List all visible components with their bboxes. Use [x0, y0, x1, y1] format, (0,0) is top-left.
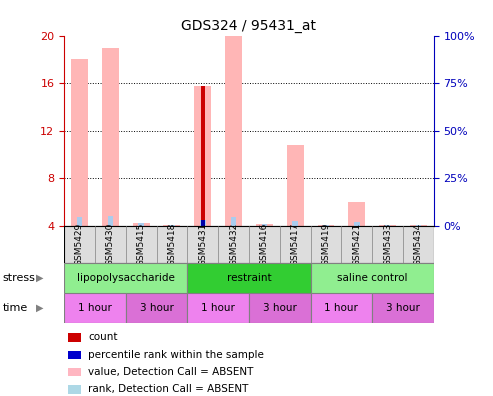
Bar — [201, 220, 205, 226]
Bar — [262, 224, 267, 226]
Bar — [416, 225, 421, 226]
Bar — [164, 225, 180, 226]
Text: saline control: saline control — [337, 273, 408, 283]
Bar — [187, 293, 249, 323]
Text: GSM5431: GSM5431 — [198, 223, 207, 266]
Bar — [249, 293, 311, 323]
Text: 3 hour: 3 hour — [386, 303, 420, 313]
Bar — [323, 225, 329, 226]
Bar — [410, 225, 427, 226]
Bar — [71, 59, 88, 226]
Bar — [287, 145, 304, 226]
Text: GSM5415: GSM5415 — [137, 223, 145, 266]
Bar — [317, 225, 334, 226]
Text: 1 hour: 1 hour — [324, 303, 358, 313]
Text: 1 hour: 1 hour — [201, 303, 235, 313]
Text: GSM5433: GSM5433 — [383, 223, 392, 266]
Text: 3 hour: 3 hour — [263, 303, 297, 313]
Bar — [385, 225, 390, 226]
Text: GSM5419: GSM5419 — [321, 223, 330, 266]
Text: time: time — [2, 303, 28, 313]
Text: GSM5434: GSM5434 — [414, 223, 423, 266]
Bar — [225, 36, 242, 226]
Text: percentile rank within the sample: percentile rank within the sample — [88, 350, 264, 360]
Text: lipopolysaccharide: lipopolysaccharide — [77, 273, 175, 283]
Text: value, Detection Call = ABSENT: value, Detection Call = ABSENT — [88, 367, 253, 377]
Bar — [107, 216, 113, 226]
Bar — [194, 86, 211, 226]
Text: 3 hour: 3 hour — [140, 303, 174, 313]
Text: rank, Detection Call = ABSENT: rank, Detection Call = ABSENT — [88, 385, 248, 394]
Bar — [354, 222, 359, 226]
Title: GDS324 / 95431_at: GDS324 / 95431_at — [181, 19, 317, 33]
Text: GSM5417: GSM5417 — [291, 223, 300, 266]
Bar — [311, 263, 434, 293]
Bar — [379, 225, 396, 226]
Bar — [292, 221, 298, 226]
Text: GSM5432: GSM5432 — [229, 223, 238, 266]
Bar — [68, 368, 81, 376]
Bar — [200, 220, 206, 226]
Text: restraint: restraint — [227, 273, 271, 283]
Text: GSM5416: GSM5416 — [260, 223, 269, 266]
Text: GSM5429: GSM5429 — [75, 223, 84, 266]
Bar — [231, 217, 236, 226]
Text: GSM5418: GSM5418 — [168, 223, 176, 266]
Bar — [126, 293, 187, 323]
Bar — [201, 86, 205, 226]
Text: count: count — [88, 332, 118, 343]
Bar — [187, 263, 311, 293]
Text: 1 hour: 1 hour — [78, 303, 112, 313]
Text: GSM5430: GSM5430 — [106, 223, 115, 266]
Bar — [68, 333, 81, 342]
Bar — [68, 350, 81, 359]
Bar — [372, 293, 434, 323]
Text: ▶: ▶ — [36, 273, 43, 283]
Text: GSM5421: GSM5421 — [352, 223, 361, 266]
Bar — [102, 48, 119, 226]
Bar — [64, 293, 126, 323]
Bar — [169, 225, 175, 226]
Bar — [349, 202, 365, 226]
Bar — [77, 217, 82, 226]
Bar — [64, 263, 187, 293]
Text: ▶: ▶ — [36, 303, 43, 313]
Bar — [68, 385, 81, 394]
Bar — [256, 224, 273, 226]
Text: stress: stress — [2, 273, 35, 283]
Bar — [133, 223, 149, 226]
Bar — [139, 223, 144, 226]
Bar — [311, 293, 372, 323]
